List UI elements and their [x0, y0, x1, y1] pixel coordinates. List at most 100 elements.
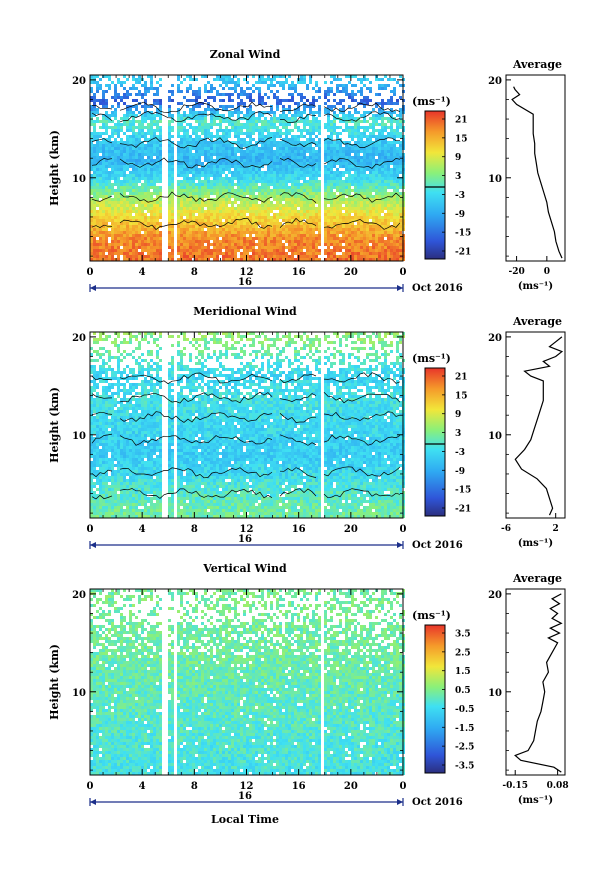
heatmap-cell [123, 120, 126, 123]
heatmap-cell [294, 234, 297, 237]
heatmap-cell [360, 243, 363, 246]
heatmap-cell [249, 114, 252, 117]
heatmap-cell [177, 123, 180, 126]
heatmap-cell [120, 210, 123, 213]
heatmap-cell [324, 171, 327, 174]
heatmap-cell [132, 234, 135, 237]
heatmap-cell [90, 204, 93, 207]
heatmap-cell [150, 126, 153, 129]
heatmap-cell [207, 180, 210, 183]
heatmap-cell [159, 198, 162, 201]
heatmap-cell [273, 186, 276, 189]
heatmap-cell [324, 213, 327, 216]
heatmap-cell [294, 111, 297, 114]
heatmap-cell [315, 243, 318, 246]
heatmap-cell [195, 174, 198, 177]
heatmap-cell [285, 138, 288, 141]
heatmap-cell [324, 81, 327, 84]
heatmap-cell [333, 255, 336, 258]
heatmap-cell [378, 201, 381, 204]
heatmap-cell [276, 162, 279, 165]
heatmap-cell [150, 117, 153, 120]
heatmap-cell [384, 183, 387, 186]
heatmap-cell [336, 78, 339, 81]
heatmap-cell [117, 204, 120, 207]
heatmap-cell [96, 165, 99, 168]
heatmap-cell [288, 177, 291, 180]
heatmap-cell [291, 81, 294, 84]
heatmap-cell [177, 207, 180, 210]
heatmap-cell [207, 147, 210, 150]
heatmap-cell [93, 168, 96, 171]
heatmap-cell [222, 207, 225, 210]
heatmap-cell [345, 213, 348, 216]
heatmap-cell [195, 222, 198, 225]
heatmap-cell [144, 213, 147, 216]
heatmap-cell [141, 204, 144, 207]
heatmap-cell [204, 225, 207, 228]
heatmap-cell [216, 210, 219, 213]
heatmap-cell [126, 90, 129, 93]
heatmap-cell [309, 102, 312, 105]
heatmap-cell [150, 258, 153, 261]
heatmap-cell [99, 189, 102, 192]
heatmap-cell [387, 213, 390, 216]
heatmap-cell [150, 84, 153, 87]
heatmap-cell [309, 252, 312, 255]
heatmap-cell [210, 174, 213, 177]
heatmap-cell [102, 183, 105, 186]
heatmap-cell [363, 204, 366, 207]
heatmap-cell [357, 234, 360, 237]
heatmap-cell [147, 156, 150, 159]
heatmap-cell [219, 93, 222, 96]
heatmap-cell [225, 180, 228, 183]
heatmap-cell [210, 114, 213, 117]
heatmap-cell [135, 147, 138, 150]
heatmap-cell [168, 222, 171, 225]
heatmap-cell [363, 213, 366, 216]
heatmap-cell [198, 96, 201, 99]
heatmap-cell [366, 177, 369, 180]
heatmap-cell [324, 252, 327, 255]
heatmap-cell [195, 243, 198, 246]
heatmap-cell [219, 231, 222, 234]
heatmap-cell [195, 129, 198, 132]
heatmap-cell [183, 213, 186, 216]
heatmap-cell [300, 189, 303, 192]
heatmap-cell [252, 147, 255, 150]
heatmap-cell [357, 117, 360, 120]
heatmap-cell [369, 198, 372, 201]
heatmap-cell [201, 246, 204, 249]
heatmap-cell [297, 237, 300, 240]
heatmap-cell [381, 150, 384, 153]
heatmap-cell [357, 147, 360, 150]
heatmap-cell [159, 216, 162, 219]
heatmap-cell [327, 114, 330, 117]
heatmap-cell [303, 135, 306, 138]
heatmap-cell [171, 165, 174, 168]
heatmap-cell [246, 87, 249, 90]
heatmap-cell [198, 162, 201, 165]
heatmap-cell [108, 231, 111, 234]
heatmap-cell [342, 117, 345, 120]
heatmap-cell [282, 225, 285, 228]
heatmap-cell [156, 225, 159, 228]
heatmap-cell [255, 81, 258, 84]
heatmap-cell [297, 147, 300, 150]
heatmap-cell [336, 144, 339, 147]
heatmap-cell [252, 99, 255, 102]
heatmap-cell [213, 147, 216, 150]
heatmap-cell [216, 156, 219, 159]
heatmap-cell [309, 168, 312, 171]
heatmap-cell [96, 240, 99, 243]
heatmap-cell [294, 252, 297, 255]
heatmap-cell [261, 177, 264, 180]
heatmap-cell [144, 135, 147, 138]
heatmap-cell [171, 180, 174, 183]
heatmap-cell [300, 243, 303, 246]
heatmap-cell [99, 150, 102, 153]
heatmap-cell [258, 99, 261, 102]
heatmap-cell [225, 81, 228, 84]
heatmap-cell [354, 252, 357, 255]
heatmap-cell [360, 114, 363, 117]
